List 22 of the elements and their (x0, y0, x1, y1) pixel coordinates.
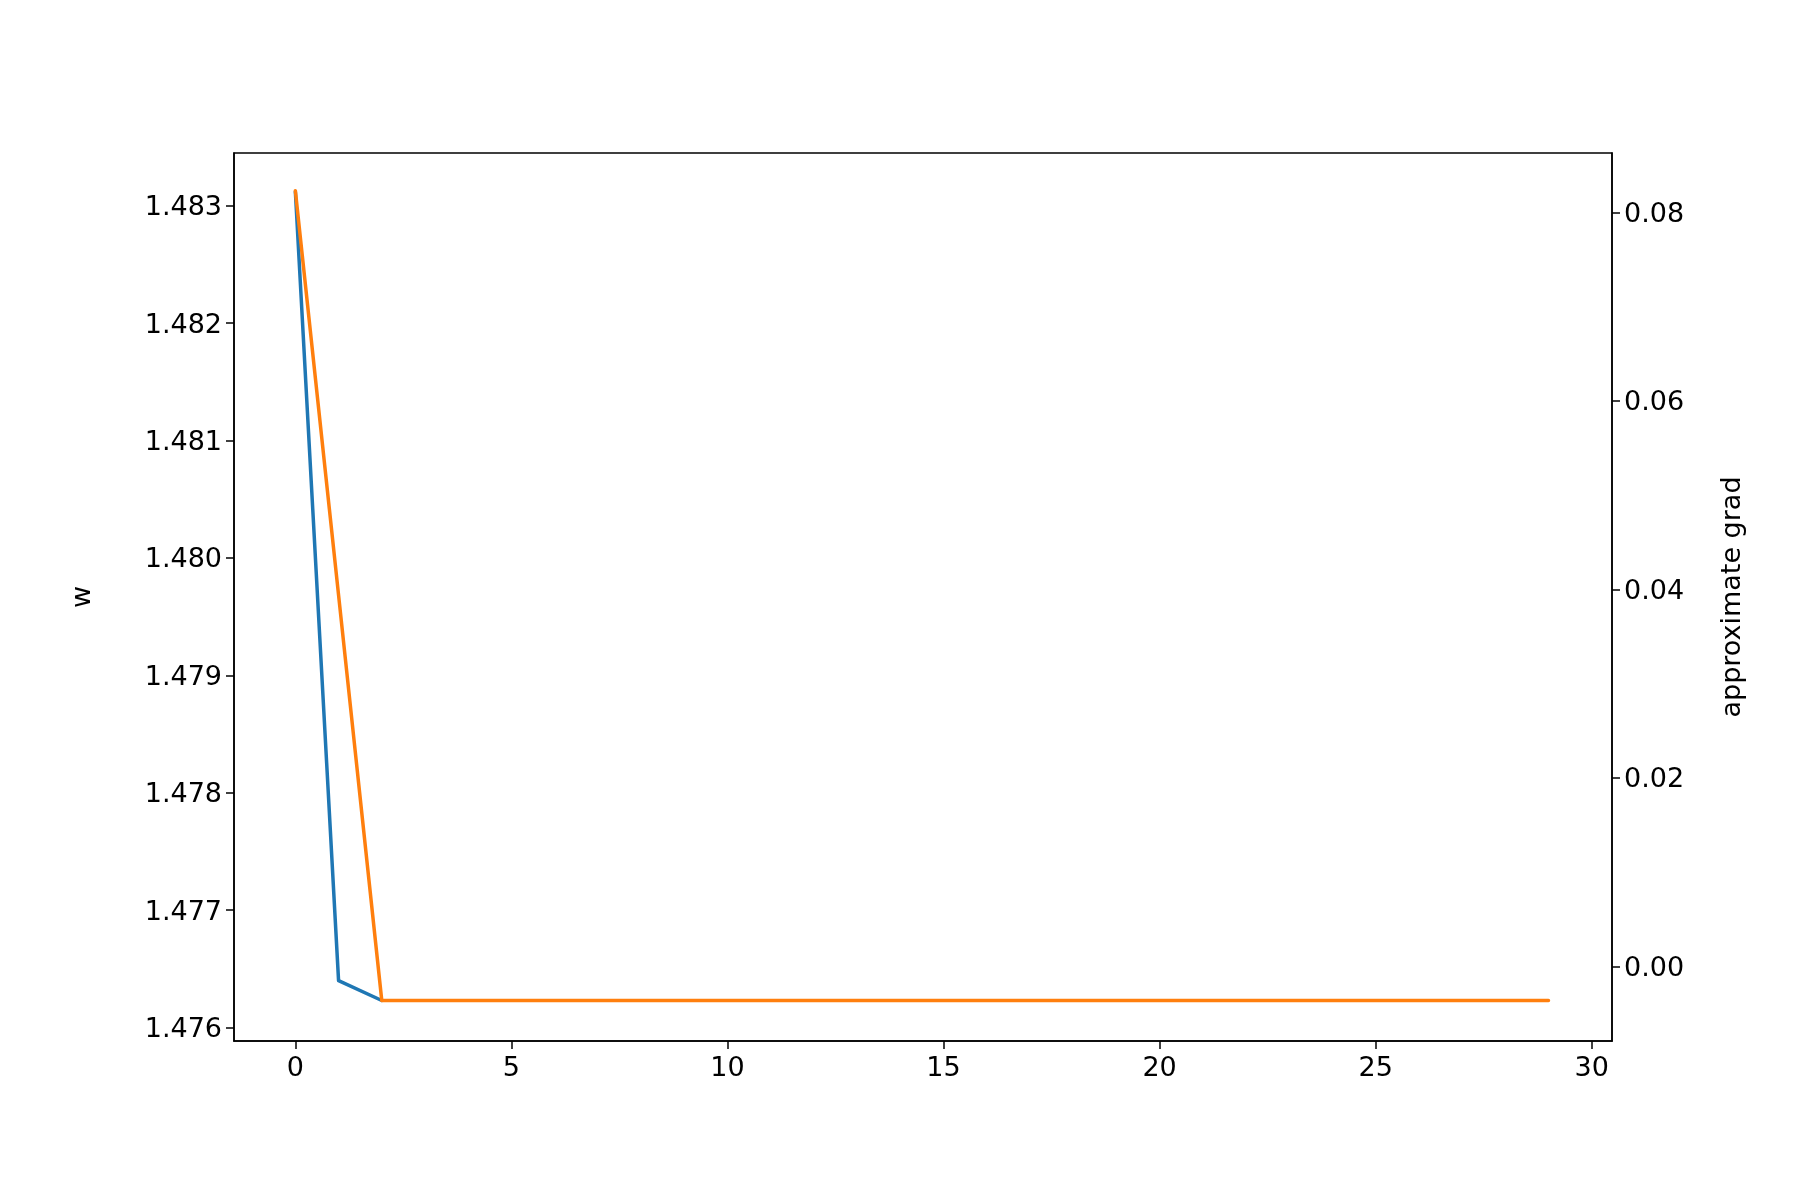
y2-tick-label: 0.00 (1624, 951, 1685, 983)
x-tick-label: 25 (1358, 1051, 1393, 1082)
y2-axis-title: approximate grad (1715, 476, 1746, 718)
y-tick-label: 1.476 (144, 1012, 222, 1043)
y-tick-label: 1.477 (144, 894, 222, 926)
y-tick-label: 1.481 (144, 425, 222, 457)
x-tick-label: 30 (1574, 1051, 1609, 1082)
y-tick-label: 1.478 (144, 777, 222, 809)
y2-tick-label: 0.02 (1624, 762, 1685, 794)
y-tick-label: 1.482 (144, 307, 222, 339)
x-tick-label: 15 (926, 1051, 961, 1082)
y2-tick-label: 0.04 (1624, 573, 1685, 605)
x-tick-label: 20 (1142, 1051, 1177, 1082)
y-tick-label: 1.480 (144, 542, 222, 574)
y-tick-label: 1.479 (144, 659, 222, 691)
x-tick-label: 5 (502, 1051, 521, 1082)
x-tick-label: 10 (710, 1051, 745, 1082)
y2-tick-label: 0.06 (1624, 385, 1685, 417)
y-axis-title: w (65, 585, 96, 609)
x-tick-label: 0 (286, 1051, 304, 1082)
y2-tick-label: 0.08 (1624, 196, 1685, 228)
y-tick-label: 1.483 (144, 190, 222, 222)
